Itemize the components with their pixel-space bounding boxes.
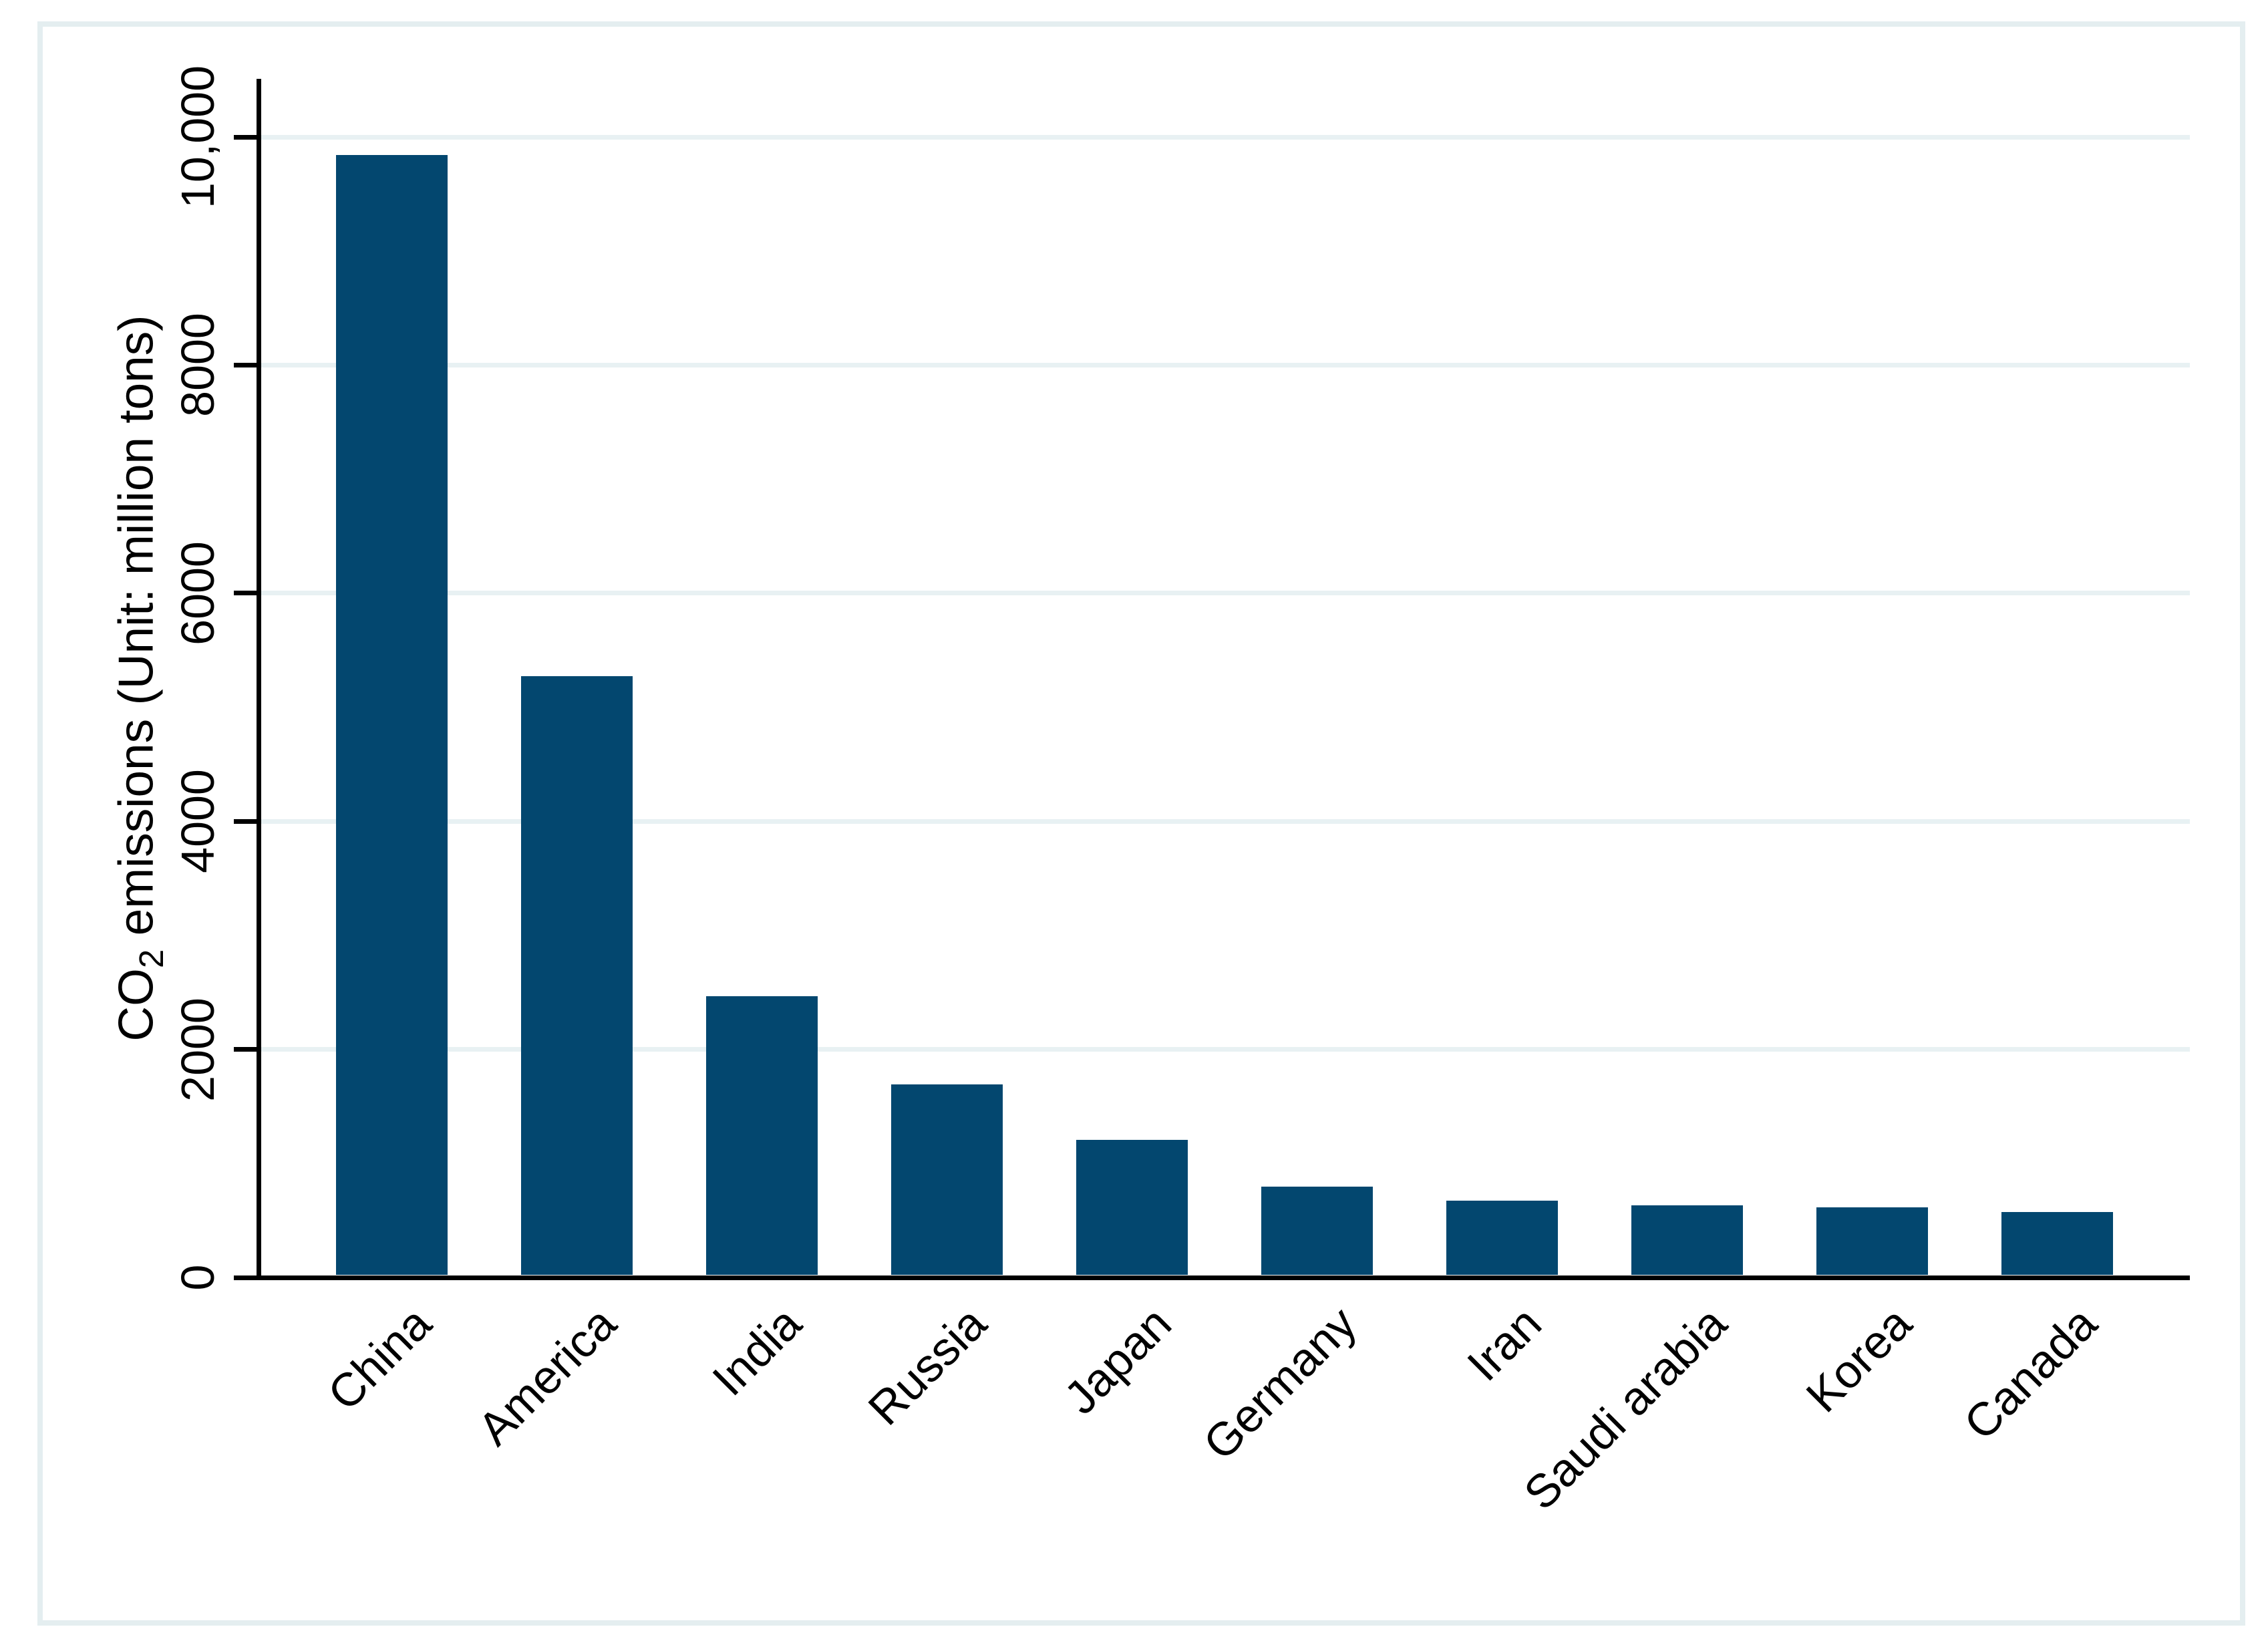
y-tick-0 bbox=[233, 1275, 257, 1280]
y-tick-label-2000: 2000 bbox=[172, 997, 224, 1102]
bar-germany bbox=[1261, 1186, 1373, 1275]
y-tick-8000 bbox=[233, 362, 257, 367]
gridline-4000 bbox=[259, 818, 2190, 824]
y-tick-label-6000: 6000 bbox=[172, 541, 224, 645]
gridline-2000 bbox=[259, 1047, 2190, 1052]
gridline-8000 bbox=[259, 362, 2190, 367]
bar-japan bbox=[1076, 1140, 1188, 1275]
y-tick-4000 bbox=[233, 818, 257, 824]
y-tick-label-10000: 10,000 bbox=[172, 65, 224, 209]
bar-america bbox=[520, 676, 633, 1275]
y-tick-label-4000: 4000 bbox=[172, 769, 224, 874]
y-axis-line bbox=[256, 79, 261, 1280]
bar-canada bbox=[2001, 1212, 2113, 1275]
x-axis-line bbox=[256, 1275, 2190, 1280]
bar-india bbox=[705, 996, 818, 1275]
y-tick-label-8000: 8000 bbox=[172, 313, 224, 418]
gridline-10000 bbox=[259, 134, 2190, 140]
y-tick-10000 bbox=[233, 134, 257, 140]
bar-china bbox=[335, 155, 448, 1275]
y-axis-title-prefix: CO bbox=[109, 968, 164, 1042]
bar-russia bbox=[890, 1084, 1003, 1275]
y-tick-label-0: 0 bbox=[172, 1264, 224, 1291]
bar-korea bbox=[1816, 1207, 1928, 1275]
gridline-6000 bbox=[259, 591, 2190, 596]
y-axis-title-subscript: 2 bbox=[132, 949, 171, 969]
bar-iran bbox=[1446, 1201, 1558, 1275]
y-axis-title-suffix: emissions (Unit: million tons) bbox=[109, 315, 164, 949]
y-axis-title: CO2 emissions (Unit: million tons) bbox=[109, 315, 171, 1042]
y-tick-2000 bbox=[233, 1047, 257, 1052]
y-tick-6000 bbox=[233, 591, 257, 596]
bar-saudi-arabia bbox=[1631, 1205, 1743, 1275]
